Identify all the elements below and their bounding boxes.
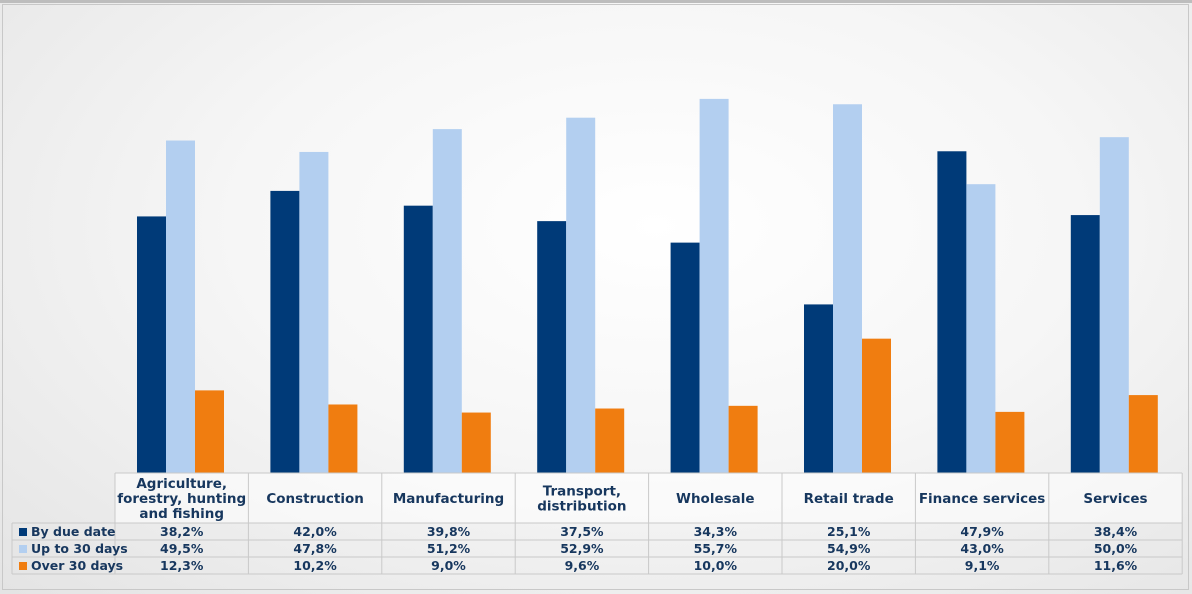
data-label-by-due-date-6: 47,9% [960,524,1004,539]
bar-over-30-days-2 [461,412,491,473]
data-label-up-to-30-days-2: 51,2% [427,541,471,556]
bar-by-due-date-1 [270,190,300,473]
bar-over-30-days-3 [595,408,625,473]
bar-by-due-date-2 [403,205,433,473]
category-label-7: Services [1083,491,1147,507]
chart-frame [2,4,1189,590]
bar-over-30-days-0 [195,390,224,473]
data-label-by-due-date-5: 25,1% [827,524,871,539]
bar-over-30-days-7 [1128,395,1158,473]
bar-up-to-30-days-5 [833,104,862,473]
category-label-0: Agriculture, forestry, hunting and fishing [117,476,246,522]
data-label-up-to-30-days-7: 50,0% [1094,541,1138,556]
data-label-up-to-30-days-3: 52,9% [560,541,604,556]
bar-by-due-date-6 [937,151,967,473]
data-label-by-due-date-7: 38,4% [1094,524,1138,539]
data-label-by-due-date-4: 34,3% [694,524,738,539]
data-label-over-30-days-5: 20,0% [827,558,871,573]
category-label-2: Manufacturing [393,491,504,507]
legend-key-up-to-30-days [19,545,27,553]
data-label-up-to-30-days-0: 49,5% [160,541,204,556]
bar-by-due-date-0 [137,216,166,473]
bar-by-due-date-5 [804,304,833,473]
data-label-by-due-date-1: 42,0% [293,524,337,539]
bar-up-to-30-days-6 [966,184,996,473]
bar-up-to-30-days-0 [166,140,195,473]
category-label-5: Retail trade [804,491,894,507]
data-label-up-to-30-days-4: 55,7% [694,541,738,556]
bar-up-to-30-days-2 [432,129,462,473]
bar-over-30-days-1 [328,404,358,473]
data-label-over-30-days-1: 10,2% [293,558,337,573]
bar-over-30-days-4 [728,405,758,473]
bar-by-due-date-4 [670,242,700,473]
legend-key-by-due-date [19,528,27,536]
category-label-3: Transport, distribution [537,484,626,515]
data-label-over-30-days-3: 9,6% [565,558,600,573]
bar-up-to-30-days-1 [299,151,329,473]
category-label-4: Wholesale [676,491,755,507]
bar-over-30-days-6 [995,411,1025,473]
data-label-over-30-days-7: 11,6% [1094,558,1138,573]
bar-up-to-30-days-3 [566,117,596,474]
data-label-by-due-date-3: 37,5% [560,524,604,539]
data-label-by-due-date-0: 38,2% [160,524,204,539]
data-label-by-due-date-2: 39,8% [427,524,471,539]
legend-label-by-due-date: By due date [31,524,116,539]
legend-label-over-30-days: Over 30 days [31,558,123,573]
data-label-up-to-30-days-6: 43,0% [960,541,1004,556]
bar-up-to-30-days-4 [699,98,729,474]
top-border [0,0,1192,3]
data-label-over-30-days-0: 12,3% [160,558,204,573]
data-label-up-to-30-days-5: 54,9% [827,541,871,556]
data-label-over-30-days-2: 9,0% [431,558,466,573]
bar-up-to-30-days-7 [1099,137,1129,473]
bar-by-due-date-3 [537,221,567,473]
category-label-1: Construction [266,491,364,507]
data-label-over-30-days-4: 10,0% [694,558,738,573]
bar-by-due-date-7 [1070,215,1100,473]
bar-over-30-days-5 [862,338,891,473]
data-label-up-to-30-days-1: 47,8% [293,541,337,556]
legend-key-over-30-days [19,562,27,570]
legend-label-up-to-30-days: Up to 30 days [31,541,128,556]
category-label-6: Finance services [919,491,1046,507]
data-label-over-30-days-6: 9,1% [965,558,1000,573]
